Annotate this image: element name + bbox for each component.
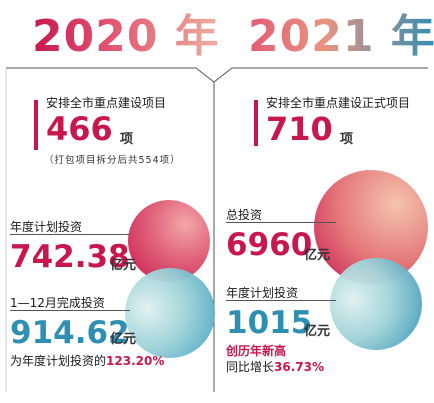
accent-bar-left [34,100,38,150]
total-value-2021: 6960 [226,227,313,263]
projects-note-2020: （打包项目拆分后共554项） [44,155,181,166]
year-title-2021: 2021 年 [248,8,434,66]
annual-plan-value-2020: 742.38 [10,239,130,275]
annual-plan-unit-2021: 亿元 [304,324,331,339]
completed-ratio-value: 123.20% [106,354,165,368]
underline-annual-plan-2020 [10,234,130,235]
accent-bar-right [254,100,258,146]
growth-value: 36.73% [274,360,324,374]
growth-2021: 同比增长36.73% [226,358,324,375]
annual-plan-unit-2020: 亿元 [110,258,137,273]
projects-unit-2020: 项 [120,132,134,147]
underline-completed-2020 [10,310,130,311]
underline-total-2021 [226,222,336,223]
total-unit-2021: 亿元 [304,248,331,263]
completed-ratio-2020: 为年度计划投资的123.20% [10,352,164,369]
record-text-2021: 创历年新高 [226,344,287,358]
annual-plan-label-2021: 年度计划投资 [226,286,299,300]
projects-label-2020: 安排全市重点建设项目 [46,96,167,110]
completed-unit-2020: 亿元 [110,332,137,347]
underline-annual-plan-2021 [226,300,336,301]
annual-plan-value-2021: 1015 [226,305,313,341]
completed-ratio-prefix: 为年度计划投资的 [10,354,107,368]
completed-value-2020: 914.62 [10,315,130,351]
projects-unit-2021: 项 [340,132,354,147]
year-title-2020: 2020 年 [32,8,220,66]
projects-value-2021: 710 [266,110,333,148]
completed-label-2020: 1—12月完成投资 [10,296,105,310]
projects-value-2020: 466 [46,110,113,148]
total-label-2021: 总投资 [226,208,263,222]
circle-annual-plan-2021 [330,258,422,350]
circle-completed-2020 [125,268,215,358]
projects-label-2021: 安排全市重点建设正式项目 [266,96,411,110]
growth-prefix: 同比增长 [226,360,275,374]
annual-plan-label-2020: 年度计划投资 [10,220,83,234]
